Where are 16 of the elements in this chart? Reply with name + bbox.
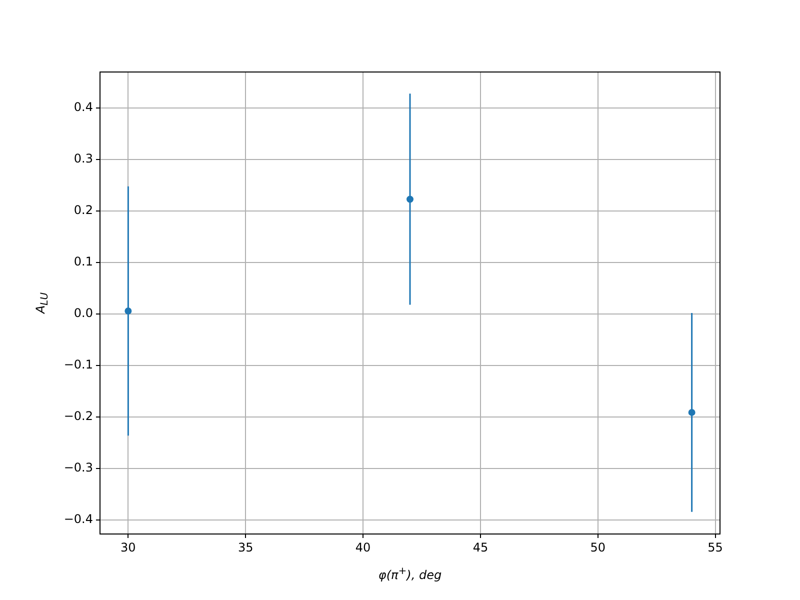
y-tick-label: 0.3 (74, 152, 93, 166)
x-axis-title: φ(π$^{+}$), deg (378, 566, 442, 582)
x-tick-label: 30 (120, 540, 136, 554)
x-tick-label: 35 (238, 540, 254, 554)
y-tick-label: 0.2 (74, 203, 93, 218)
x-tick-label: 40 (355, 540, 371, 554)
y-tick-label: −0.2 (64, 409, 93, 424)
y-tick-label: 0.4 (74, 100, 93, 114)
y-tick-label: 0.0 (74, 306, 93, 320)
x-tick-label: 50 (590, 540, 606, 554)
y-tick-label: −0.4 (64, 512, 93, 526)
x-tick-label: 45 (472, 540, 488, 554)
y-tick-label: −0.3 (64, 460, 93, 475)
y-tick-label: −0.1 (64, 358, 93, 372)
y-tick-label: 0.1 (74, 254, 93, 269)
x-tick-label: 55 (708, 540, 723, 554)
